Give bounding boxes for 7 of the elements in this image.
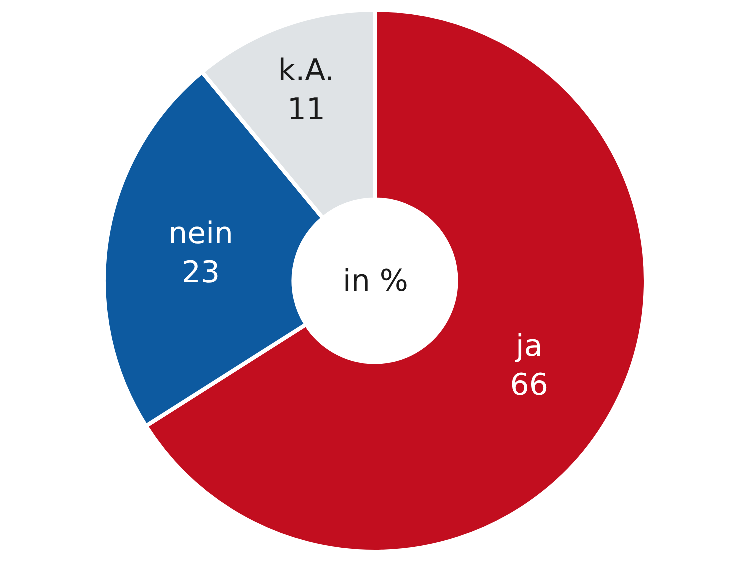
data-label: 23 [182,255,220,290]
slice-label: k.A. [278,54,335,89]
text: in % [343,264,408,299]
data-label: 66 [510,368,548,403]
data-label: 11 [287,92,326,128]
slice-label: nein [168,216,234,252]
slice-label: ja [515,328,543,364]
